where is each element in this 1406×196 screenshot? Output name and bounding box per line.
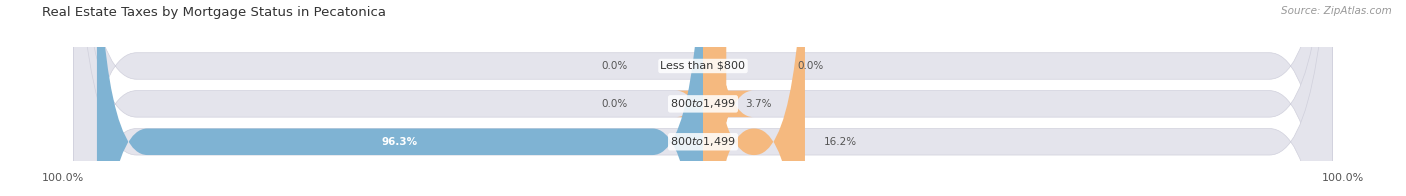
FancyBboxPatch shape xyxy=(73,0,1333,196)
FancyBboxPatch shape xyxy=(97,0,703,196)
Text: Source: ZipAtlas.com: Source: ZipAtlas.com xyxy=(1281,6,1392,16)
FancyBboxPatch shape xyxy=(676,0,754,196)
Text: $800 to $1,499: $800 to $1,499 xyxy=(671,97,735,110)
Text: 100.0%: 100.0% xyxy=(1322,173,1364,183)
Text: Less than $800: Less than $800 xyxy=(661,61,745,71)
Text: 3.7%: 3.7% xyxy=(745,99,772,109)
FancyBboxPatch shape xyxy=(73,0,1333,196)
Text: 16.2%: 16.2% xyxy=(824,137,858,147)
Text: 100.0%: 100.0% xyxy=(42,173,84,183)
Text: $800 to $1,499: $800 to $1,499 xyxy=(671,135,735,148)
Text: Real Estate Taxes by Mortgage Status in Pecatonica: Real Estate Taxes by Mortgage Status in … xyxy=(42,6,387,19)
Text: 96.3%: 96.3% xyxy=(382,137,418,147)
Text: 0.0%: 0.0% xyxy=(602,99,627,109)
Text: 0.0%: 0.0% xyxy=(602,61,627,71)
FancyBboxPatch shape xyxy=(73,0,1333,196)
Text: 0.0%: 0.0% xyxy=(797,61,824,71)
FancyBboxPatch shape xyxy=(703,0,806,196)
